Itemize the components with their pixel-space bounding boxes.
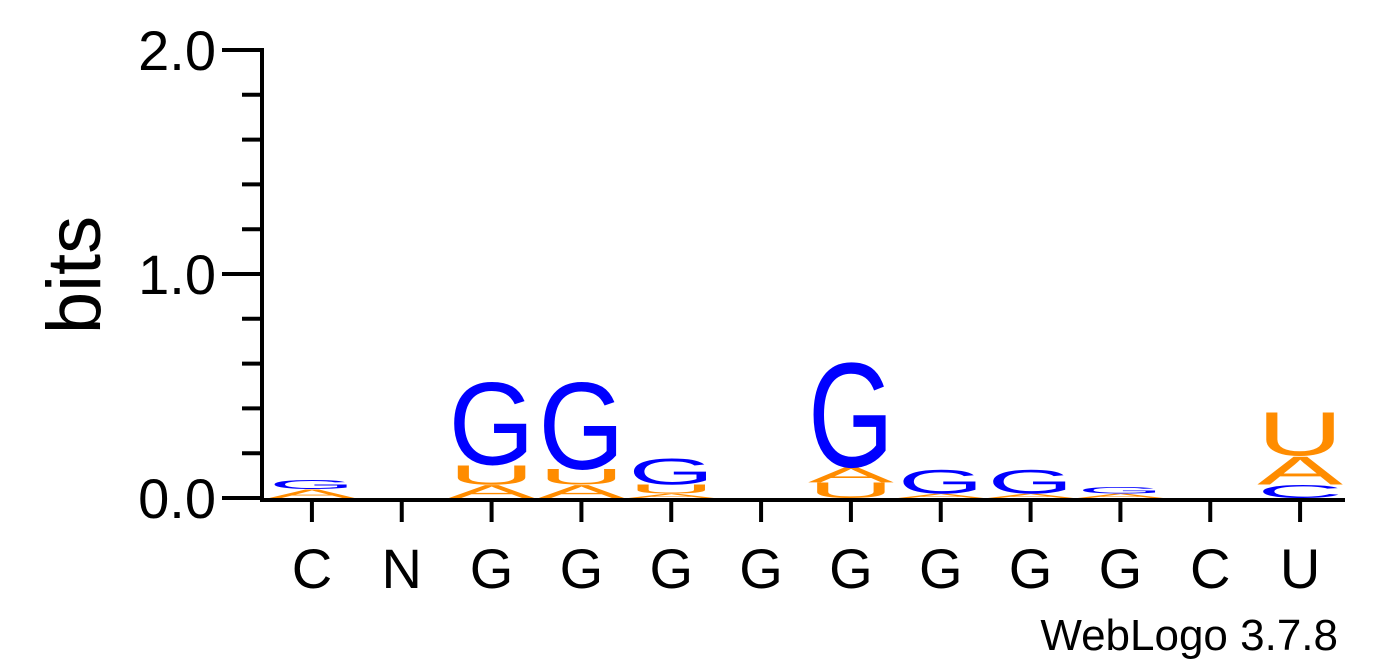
logo-letter: G bbox=[628, 451, 714, 493]
x-tick-label: G bbox=[560, 537, 604, 600]
logo-letter: G bbox=[539, 356, 625, 495]
logo-letter: U bbox=[808, 478, 894, 502]
logo-letter: A bbox=[449, 481, 535, 502]
logo-letter: G bbox=[898, 462, 984, 500]
logo-letter: G bbox=[988, 462, 1074, 500]
logo-letter: A bbox=[539, 481, 625, 502]
y-tick-label: 0.0 bbox=[138, 467, 216, 530]
logo-letter: A bbox=[1078, 492, 1165, 499]
x-tick-label: G bbox=[1009, 537, 1053, 600]
x-tick-label: G bbox=[649, 537, 693, 600]
logo-letter: U bbox=[1257, 399, 1343, 468]
x-tick-label: G bbox=[1099, 537, 1143, 600]
logo-letter: U bbox=[449, 459, 535, 490]
logo-letter: G bbox=[449, 359, 535, 491]
logo-letter: C bbox=[1257, 481, 1343, 502]
logo-letter: A bbox=[808, 463, 895, 487]
x-tick-label: C bbox=[1190, 537, 1230, 600]
logo-letter: U bbox=[539, 465, 625, 489]
logo-letter: A bbox=[898, 492, 985, 499]
x-tick-label: N bbox=[382, 537, 422, 600]
x-tick-label: U bbox=[1280, 537, 1320, 600]
logo-letter: A bbox=[628, 492, 715, 499]
y-axis-label: bits bbox=[32, 216, 117, 334]
logo-letter: G bbox=[269, 478, 355, 492]
logo-letter: A bbox=[988, 492, 1075, 499]
logo-letter: A bbox=[269, 487, 356, 501]
x-tick-label: G bbox=[829, 537, 873, 600]
x-tick-label: G bbox=[739, 537, 783, 600]
logo-letter: A bbox=[1257, 449, 1343, 494]
logo-letter: U bbox=[628, 482, 714, 496]
logo-letter: G bbox=[1078, 485, 1164, 495]
x-tick-label: G bbox=[470, 537, 514, 600]
logo-letter: G bbox=[808, 332, 894, 499]
y-tick-label: 1.0 bbox=[138, 243, 216, 306]
x-tick-label: G bbox=[919, 537, 963, 600]
y-tick-label: 2.0 bbox=[138, 19, 216, 82]
x-tick-label: C bbox=[292, 537, 332, 600]
footer: WebLogo 3.7.8 bbox=[1040, 611, 1338, 660]
